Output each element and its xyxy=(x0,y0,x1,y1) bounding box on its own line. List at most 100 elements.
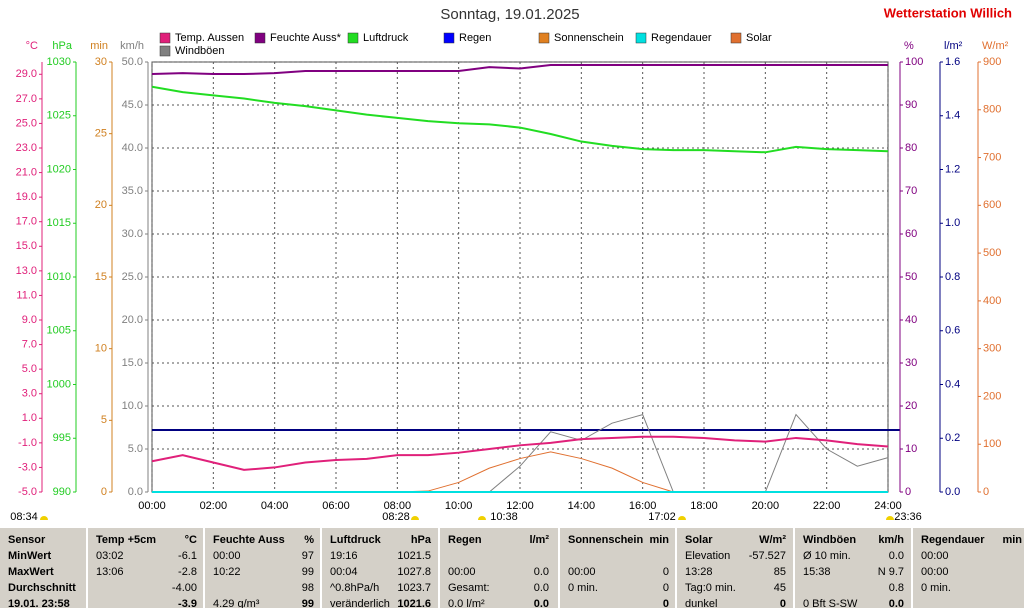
y-tick-label: 25.0 xyxy=(16,117,37,129)
x-tick-label: 10:00 xyxy=(445,500,473,512)
y-tick-label: 5.0 xyxy=(128,443,143,455)
table-cell: 00:00 xyxy=(448,566,476,578)
y-tick-label: 45.0 xyxy=(122,99,143,111)
table-cell: 19:16 xyxy=(330,550,358,562)
sun-marker xyxy=(40,516,48,520)
axis-unit: °C xyxy=(26,40,38,52)
table-cell: 03:02 xyxy=(96,550,124,562)
sun-marker xyxy=(478,516,486,520)
y-tick-label: 25 xyxy=(95,128,107,140)
table-cell: W/m² xyxy=(759,534,786,546)
table-cell: % xyxy=(304,534,314,546)
y-tick-label: 1025 xyxy=(47,110,71,122)
legend-swatch xyxy=(159,45,171,57)
y-tick-label: 20 xyxy=(905,400,917,412)
y-tick-label: 17.0 xyxy=(16,216,37,228)
x-tick-label: 06:00 xyxy=(322,500,350,512)
legend-label: Luftdruck xyxy=(363,32,409,44)
summary-table: Sensor Temp +5cm °C Feuchte Auss% Luftdruck h… xyxy=(0,528,1024,608)
x-tick-label: 08:00 xyxy=(384,500,412,512)
table-cell: 00:00 xyxy=(921,566,949,578)
table-cell: Tag:0 min. xyxy=(685,582,736,594)
y-tick-label: 1005 xyxy=(47,325,71,337)
table-cell: Windböen xyxy=(803,534,857,546)
table-cell: -57.527 xyxy=(748,550,786,562)
y-tick-label: 30 xyxy=(95,56,107,68)
table-cell: 00:00 xyxy=(568,566,596,578)
y-tick-label: 50 xyxy=(905,271,917,283)
table-cell: km/h xyxy=(878,534,904,546)
legend-swatch xyxy=(159,32,171,44)
y-tick-label: 80 xyxy=(905,142,917,154)
series-line xyxy=(151,435,889,471)
y-tick-label: 30.0 xyxy=(122,228,143,240)
y-tick-label: 30 xyxy=(905,357,917,369)
table-cell: 0 xyxy=(662,566,669,578)
y-tick-label: 500 xyxy=(983,247,1001,259)
table-cell: MaxWert xyxy=(8,566,54,578)
x-tick-label: 22:00 xyxy=(813,500,841,512)
table-cell: 99 xyxy=(301,566,314,578)
y-tick-label: 9.0 xyxy=(22,314,37,326)
axis-unit: l/m² xyxy=(944,40,963,52)
legend-label: Sonnenschein xyxy=(554,32,624,44)
sun-marker xyxy=(411,516,419,520)
y-tick-label: 21.0 xyxy=(16,166,37,178)
table-cell: Temp +5cm xyxy=(96,534,157,546)
x-tick-label: 14:00 xyxy=(568,500,596,512)
y-tick-label: 15.0 xyxy=(16,240,37,252)
y-tick-label: 0 xyxy=(983,486,989,498)
table-cell: 10:22 xyxy=(213,566,241,578)
table-cell: Ø 10 min. xyxy=(803,550,851,562)
y-tick-label: -3.0 xyxy=(18,461,37,473)
y-tick-label: 1.0 xyxy=(945,217,960,229)
table-cell: 1027.8 xyxy=(397,566,431,578)
y-tick-label: -5.0 xyxy=(18,486,37,498)
y-tick-label: 1020 xyxy=(47,163,71,175)
y-tick-label: 0.4 xyxy=(945,378,960,390)
time-annotation: 23:36 xyxy=(894,511,922,523)
y-tick-label: 0.6 xyxy=(945,325,960,337)
y-tick-label: 900 xyxy=(983,56,1001,68)
legend-swatch xyxy=(443,32,455,44)
table-cell: hPa xyxy=(410,534,431,546)
table-cell: 0.0 xyxy=(888,550,904,562)
y-tick-label: 1010 xyxy=(47,271,71,283)
table-cell: 85 xyxy=(773,566,786,578)
table-cell: 0 xyxy=(779,598,786,608)
y-tick-label: 700 xyxy=(983,151,1001,163)
y-tick-label: 50.0 xyxy=(122,56,143,68)
table-cell: l/m² xyxy=(529,534,549,546)
y-tick-label: 0 xyxy=(101,486,107,498)
time-annotation: 08:28 xyxy=(382,511,410,523)
y-tick-label: 10 xyxy=(95,343,107,355)
y-tick-label: 40.0 xyxy=(122,142,143,154)
table-cell: -3.9 xyxy=(178,598,197,608)
y-tick-label: 20.0 xyxy=(122,314,143,326)
y-tick-label: 60 xyxy=(905,228,917,240)
table-cell: Sonnenschein xyxy=(568,534,644,546)
table-cell: 13:06 xyxy=(96,566,124,578)
x-tick-label: 02:00 xyxy=(200,500,228,512)
table-cell: 0.0 xyxy=(533,582,549,594)
chart: Sonntag, 19.01.2025 Wetterstation Willic… xyxy=(10,5,1012,523)
column-separator xyxy=(203,528,205,608)
table-cell: Feuchte Auss xyxy=(213,534,285,546)
x-tick-label: 00:00 xyxy=(138,500,166,512)
table-cell: 0 Bft S-SW xyxy=(803,598,858,608)
column-separator xyxy=(320,528,322,608)
y-tick-label: 35.0 xyxy=(122,185,143,197)
y-tick-label: 0.8 xyxy=(945,271,960,283)
table-cell: 0 min. xyxy=(921,582,951,594)
table-cell: 0 xyxy=(662,598,669,608)
legend-swatch xyxy=(538,32,550,44)
y-tick-label: 15.0 xyxy=(122,357,143,369)
y-tick-label: 1015 xyxy=(47,217,71,229)
table-cell: 1023.7 xyxy=(397,582,431,594)
y-tick-label: 5.0 xyxy=(22,363,37,375)
y-tick-label: 13.0 xyxy=(16,265,37,277)
series-line xyxy=(151,64,888,76)
axis-unit: km/h xyxy=(120,40,144,52)
table-cell: ^0.8hPa/h xyxy=(330,582,380,594)
legend-label: Regendauer xyxy=(651,32,712,44)
